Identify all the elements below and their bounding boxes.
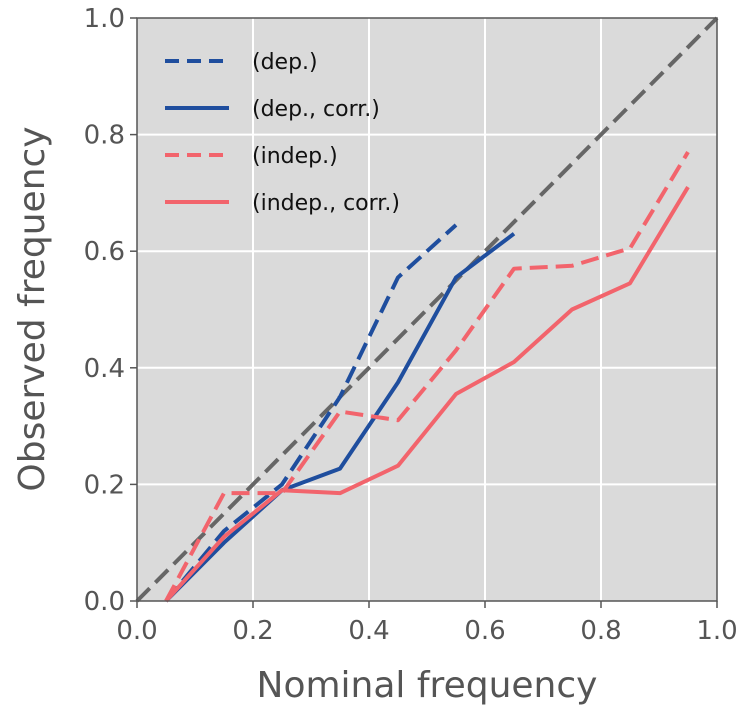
- legend-label: (indep.): [252, 144, 338, 169]
- y-tick-label: 0.0: [84, 587, 125, 617]
- x-tick-label: 1.0: [696, 616, 737, 646]
- x-tick-label: 0.6: [464, 616, 505, 646]
- x-tick-label: 0.4: [348, 616, 389, 646]
- legend-label: (dep.): [252, 50, 318, 75]
- y-axis-label: Observed frequency: [12, 126, 53, 491]
- x-axis-label: Nominal frequency: [257, 665, 598, 706]
- y-tick-label: 0.6: [84, 237, 125, 267]
- plot-background: [137, 18, 717, 601]
- x-tick-label: 0.2: [232, 616, 273, 646]
- x-tick-label: 0.0: [116, 616, 157, 646]
- y-tick-label: 0.4: [84, 354, 125, 384]
- y-tick-label: 1.0: [84, 4, 125, 34]
- legend-label: (dep., corr.): [252, 97, 380, 122]
- y-tick-label: 0.2: [84, 470, 125, 500]
- y-tick-label: 0.8: [84, 121, 125, 151]
- legend-label: (indep., corr.): [252, 191, 400, 216]
- x-tick-label: 0.8: [580, 616, 621, 646]
